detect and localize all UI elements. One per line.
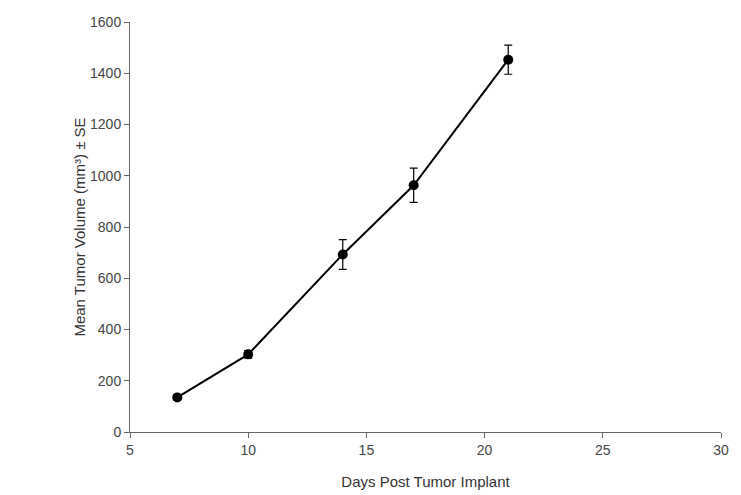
- svg-text:20: 20: [477, 442, 493, 458]
- svg-text:5: 5: [126, 442, 134, 458]
- svg-text:0: 0: [113, 424, 121, 440]
- svg-text:400: 400: [98, 321, 122, 337]
- svg-text:1200: 1200: [90, 116, 121, 132]
- svg-text:25: 25: [595, 442, 611, 458]
- svg-text:1600: 1600: [90, 14, 121, 30]
- svg-text:800: 800: [98, 219, 122, 235]
- svg-text:Days Post Tumor Implant: Days Post Tumor Implant: [341, 473, 510, 490]
- svg-text:15: 15: [359, 442, 375, 458]
- svg-text:600: 600: [98, 270, 122, 286]
- svg-text:Mean Tumor Volume (mm³) ± SE: Mean Tumor Volume (mm³) ± SE: [71, 117, 88, 336]
- svg-text:1400: 1400: [90, 65, 121, 81]
- svg-text:200: 200: [98, 373, 122, 389]
- svg-text:30: 30: [713, 442, 729, 458]
- svg-text:10: 10: [240, 442, 256, 458]
- svg-text:1000: 1000: [90, 168, 121, 184]
